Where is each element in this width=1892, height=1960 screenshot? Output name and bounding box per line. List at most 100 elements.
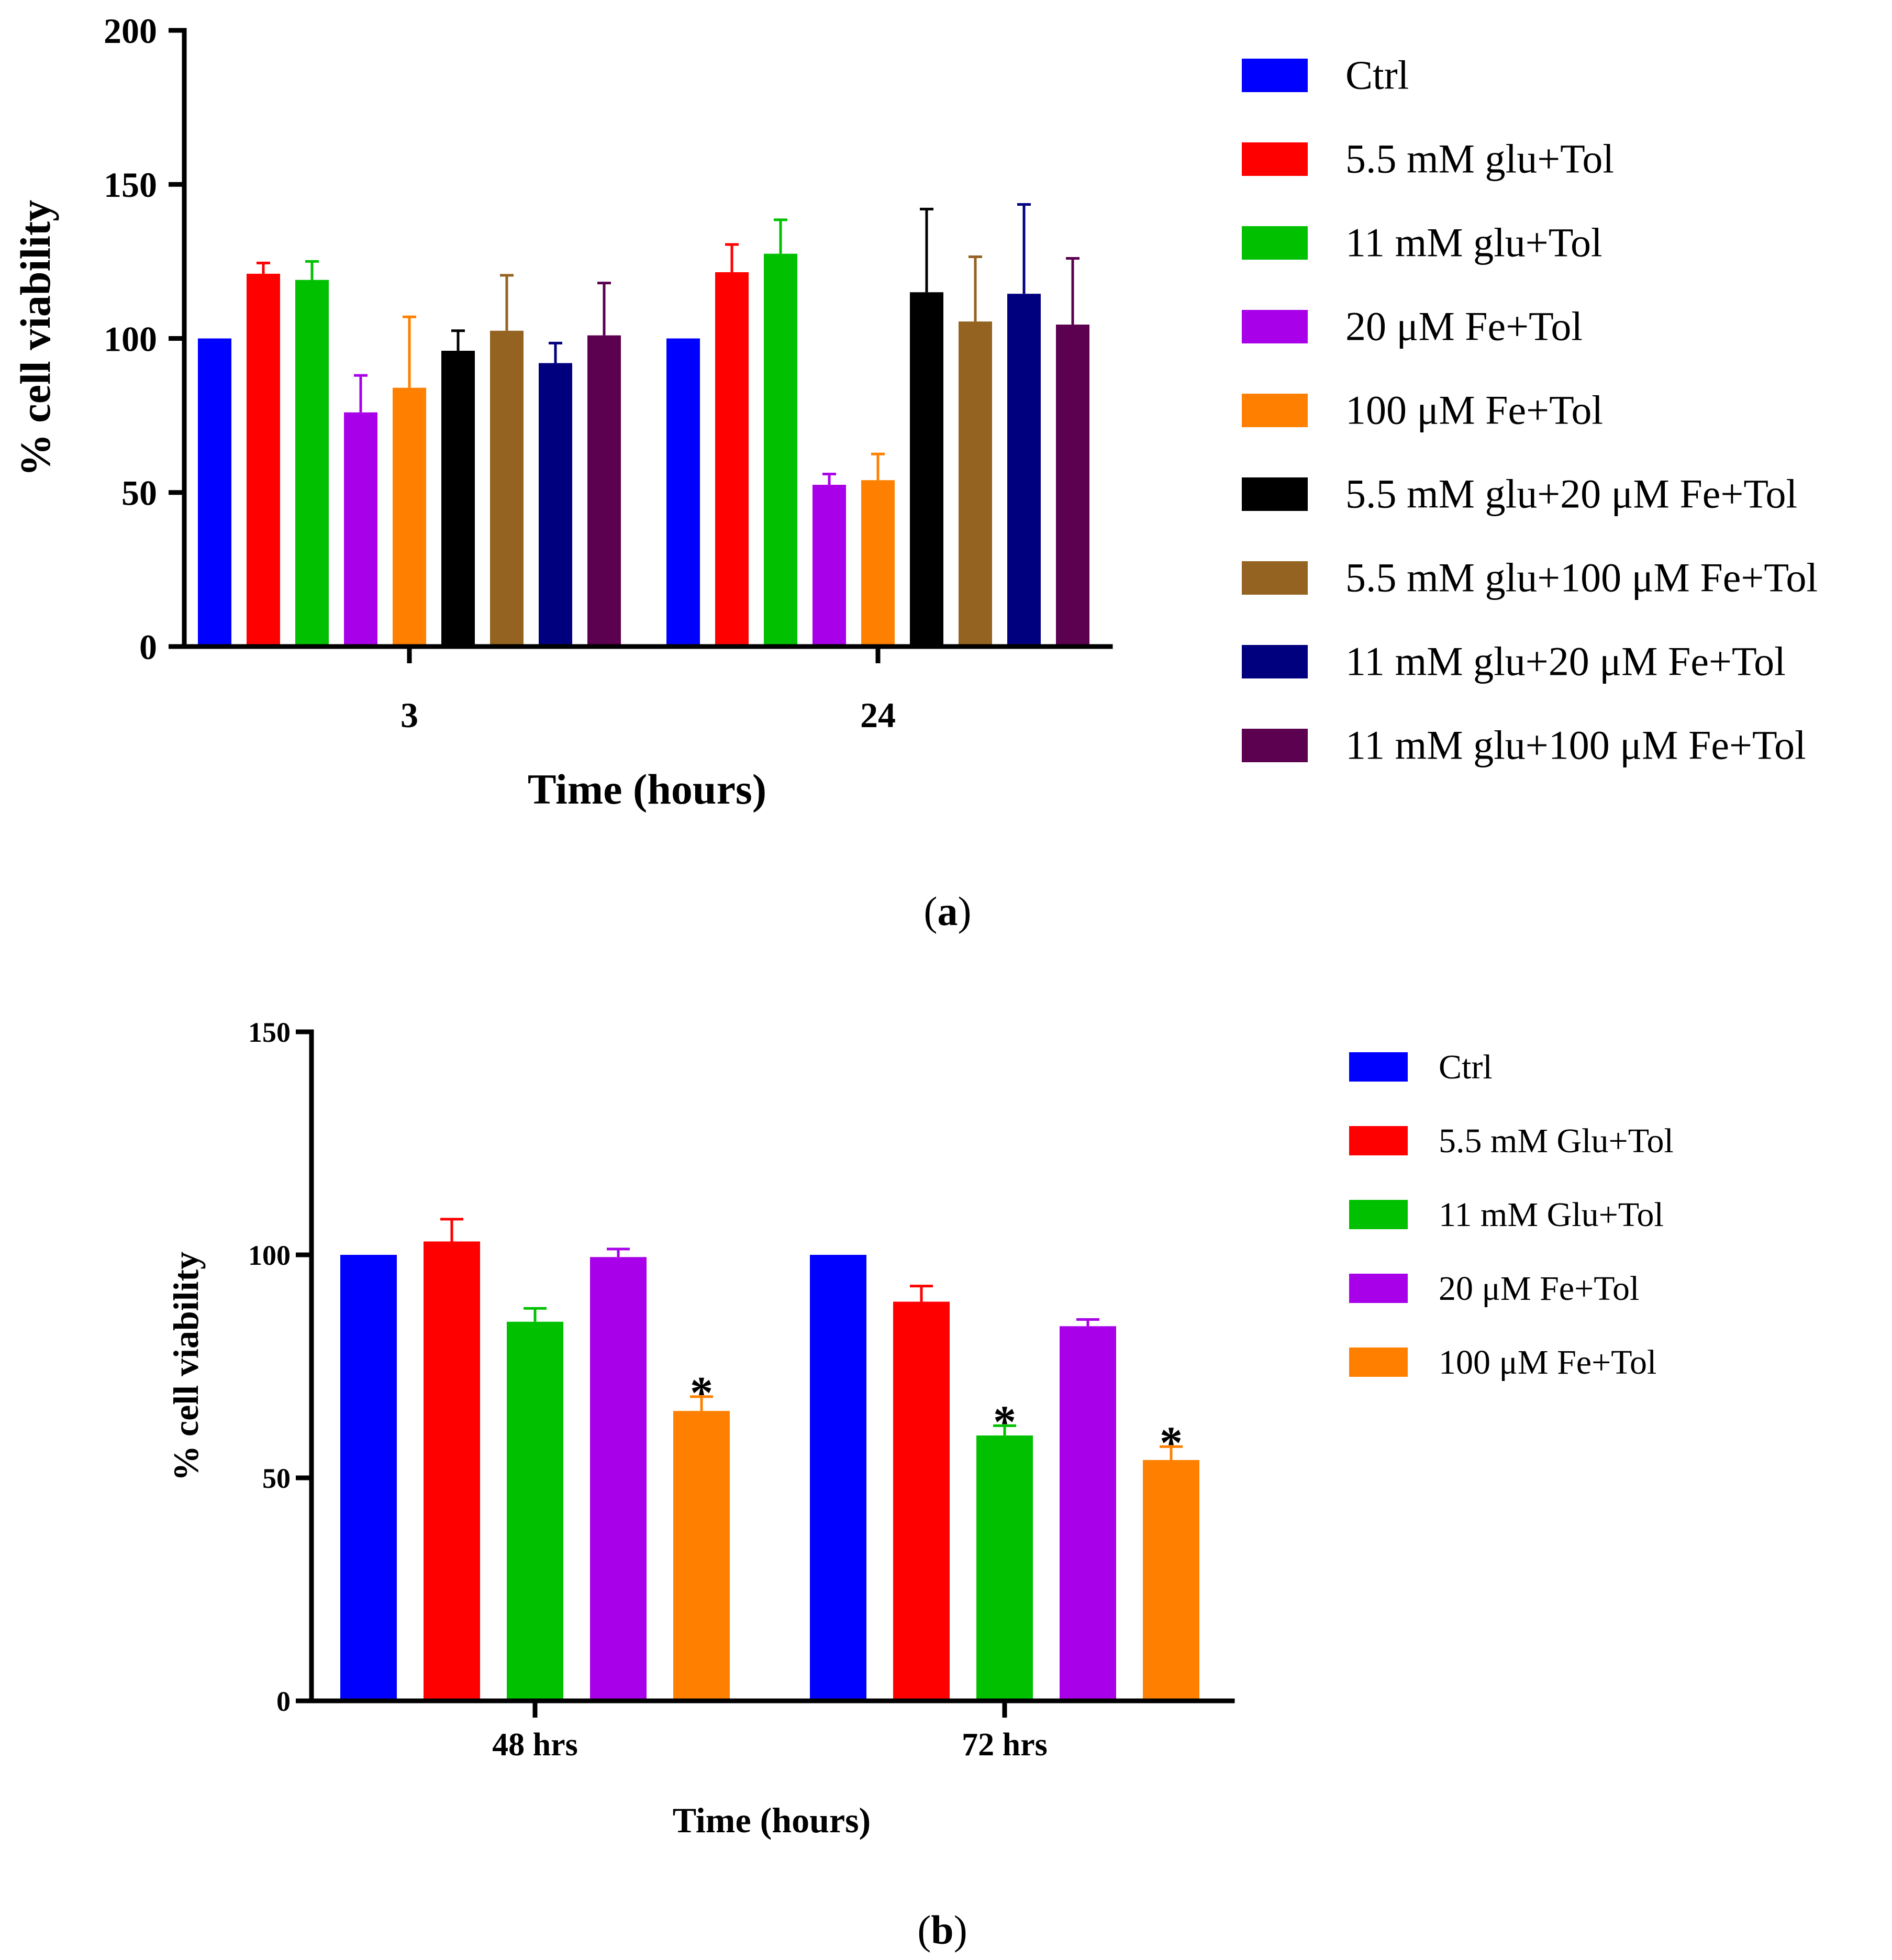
panel-a-error-bar-3-5-5-mm-glu-tol [257, 261, 270, 274]
panel-a-x-tick-label-24: 24 [860, 695, 896, 735]
panel-a-bar-3-11-mm-glu-20-um-fe-tol [539, 363, 572, 647]
panel-b-caption: (b) [917, 1907, 967, 1953]
panel-b-x-axis-title: Time (hours) [673, 1800, 871, 1840]
panel-a-error-bar-3-5-5-mm-glu-20-um-fe-tol [451, 329, 465, 351]
panel-a-bar-24-11-mm-glu-20-um-fe-tol [1007, 294, 1041, 647]
panel-a-bar-3-5-5-mm-glu-tol [247, 273, 280, 647]
panel-b-error-bar-72-hrs-100-um-fe-tol [1160, 1445, 1183, 1460]
panel-a-error-bar-24-11-mm-glu-100-um-fe-tol [1066, 257, 1079, 325]
panel-a-error-bar-24-11-mm-glu-20-um-fe-tol [1017, 203, 1031, 294]
panel-a-legend-item-5-5-mm-glu-tol: 5.5 mM glu+Tol [1242, 136, 1614, 182]
panel-a-legend-swatch [1242, 645, 1308, 678]
panel-a-legend-label: 11 mM glu+100 μM Fe+Tol [1345, 722, 1806, 768]
panel-a-y-tick-label: 100 [104, 319, 157, 359]
panel-a-caption: (a) [924, 888, 972, 934]
panel-a-chart: 0 50 100 150 200 3 24 Time (hours) % cell via… [12, 11, 1818, 934]
panel-a-error-bar-24-5-5-mm-glu-20-um-fe-tol [920, 207, 933, 293]
panel-a-legend-item-ctrl: Ctrl [1242, 52, 1409, 98]
panel-a-legend-label: 5.5 mM glu+20 μM Fe+Tol [1345, 471, 1797, 517]
panel-b-legend-swatch [1349, 1274, 1408, 1303]
panel-a-legend-swatch [1242, 561, 1308, 595]
panel-b-legend-item-11-mm-glu-tol: 11 mM Glu+Tol [1349, 1196, 1664, 1234]
panel-a-legend-label: 11 mM glu+Tol [1345, 220, 1602, 265]
panel-a-legend-item-11-mm-glu-100-um-fe-tol: 11 mM glu+100 μM Fe+Tol [1242, 722, 1806, 768]
panel-b-bar-48-hrs-100-um-fe-tol [673, 1411, 730, 1701]
panel-a-error-bar-3-20-um-fe-tol [354, 374, 368, 413]
panel-a-legend: Ctrl 5.5 mM glu+Tol 11 mM glu+Tol 20 μM Fe+… [1242, 52, 1818, 768]
panel-b-legend-item-100-um-fe-tol: 100 μM Fe+Tol [1349, 1343, 1656, 1382]
panel-a-error-bar-24-11-mm-glu-tol [774, 218, 787, 254]
panel-b-legend-label: 11 mM Glu+Tol [1439, 1196, 1664, 1234]
panel-a-bar-24-11-mm-glu-100-um-fe-tol [1056, 325, 1089, 647]
panel-b-error-bar-48-hrs-20-um-fe-tol [607, 1248, 630, 1257]
panel-b-y-axis-title: % cell viability [166, 1252, 206, 1481]
panel-b-x-ticks: 48 hrs 72 hrs [492, 1701, 1048, 1763]
panel-b-y-ticks: 0 50 100 150 [248, 1017, 311, 1717]
panel-a-bar-3-100-um-fe-tol [393, 387, 426, 647]
panel-b-legend-swatch [1349, 1052, 1408, 1082]
panel-b-legend-label: 5.5 mM Glu+Tol [1439, 1122, 1674, 1160]
panel-a-y-tick-label: 150 [104, 165, 157, 205]
panel-b-x-tick-label-48-hrs: 48 hrs [492, 1727, 578, 1763]
panel-a-bar-24-100-um-fe-tol [861, 480, 895, 647]
panel-b-error-bar-48-hrs-100-um-fe-tol [690, 1395, 713, 1411]
panel-a-legend-item-5-5-mm-glu-20-um-fe-tol: 5.5 mM glu+20 μM Fe+Tol [1242, 471, 1797, 517]
panel-a-error-bar-24-100-um-fe-tol [871, 452, 885, 481]
panel-a-legend-swatch [1242, 477, 1308, 511]
panel-a-error-bar-24-5-5-mm-glu-100-um-fe-tol [969, 255, 982, 322]
panel-b-legend-label: 100 μM Fe+Tol [1439, 1343, 1656, 1382]
panel-b-bar-72-hrs-11-mm-glu-tol [976, 1435, 1033, 1701]
panel-a-y-axis-title: % cell viability [12, 200, 59, 476]
panel-a-legend-label: 20 μM Fe+Tol [1345, 304, 1583, 349]
panel-a-error-bar-3-11-mm-glu-tol [305, 260, 319, 280]
panel-a-legend-label: 11 mM glu+20 μM Fe+Tol [1345, 639, 1786, 684]
panel-b-significance-star-72-hrs-11-mm-glu-tol: * [993, 1397, 1016, 1447]
panel-a-legend-label: 5.5 mM glu+Tol [1345, 136, 1614, 182]
panel-b-bar-48-hrs-11-mm-glu-tol [507, 1321, 563, 1701]
panel-b-error-bar-48-hrs-11-mm-glu-tol [524, 1307, 547, 1322]
panel-a-legend-swatch [1242, 59, 1308, 92]
panel-b-legend-swatch [1349, 1200, 1408, 1229]
panel-b-bar-48-hrs-ctrl [340, 1255, 397, 1701]
panel-b-legend-swatch [1349, 1126, 1408, 1155]
panel-a-error-bar-24-5-5-mm-glu-tol [725, 243, 739, 272]
panel-a-error-bar-3-11-mm-glu-20-um-fe-tol [549, 341, 562, 363]
panel-b-legend-item-20-um-fe-tol: 20 μM Fe+Tol [1349, 1269, 1639, 1308]
panel-b-y-tick-label: 50 [262, 1463, 291, 1494]
panel-a-bar-3-20-um-fe-tol [344, 412, 377, 647]
panel-a-bars [198, 253, 1089, 647]
panel-a-bar-3-11-mm-glu-tol [295, 280, 329, 647]
panel-b-legend-item-ctrl: Ctrl [1349, 1048, 1493, 1086]
panel-b-bar-72-hrs-ctrl [810, 1255, 866, 1701]
panel-a-bar-3-5-5-mm-glu-20-um-fe-tol [441, 351, 475, 647]
panel-b-y-tick-label: 0 [276, 1686, 291, 1717]
panel-a-x-ticks: 3 24 [400, 647, 896, 735]
panel-a-legend-swatch [1242, 142, 1308, 176]
panel-b-legend-item-5-5-mm-glu-tol: 5.5 mM Glu+Tol [1349, 1122, 1674, 1160]
panel-b-error-bar-48-hrs-5-5-mm-glu-tol [440, 1218, 463, 1242]
panel-a-legend-item-20-um-fe-tol: 20 μM Fe+Tol [1242, 304, 1583, 349]
panel-a-y-ticks: 0 50 100 150 200 [104, 11, 184, 667]
panel-a-error-bars [257, 203, 1079, 485]
panel-a-bar-24-ctrl [666, 338, 700, 647]
panel-b-bar-72-hrs-20-um-fe-tol [1060, 1326, 1116, 1701]
panel-a-error-bar-3-11-mm-glu-100-um-fe-tol [597, 282, 611, 336]
panel-a-bar-24-5-5-mm-glu-100-um-fe-tol [959, 321, 992, 647]
panel-a-bar-3-11-mm-glu-100-um-fe-tol [587, 335, 621, 647]
panel-a-legend-item-100-um-fe-tol: 100 μM Fe+Tol [1242, 387, 1603, 433]
panel-a-legend-label: Ctrl [1345, 52, 1409, 98]
panel-b-legend: Ctrl 5.5 mM Glu+Tol 11 mM Glu+Tol 20 μM Fe+… [1349, 1048, 1674, 1382]
panel-b-error-bar-72-hrs-11-mm-glu-tol [993, 1424, 1016, 1436]
panel-a-bar-3-ctrl [198, 338, 231, 647]
panel-a-bar-24-5-5-mm-glu-20-um-fe-tol [910, 292, 943, 647]
panel-a-y-tick-label: 50 [121, 473, 157, 513]
panel-b-y-tick-label: 150 [248, 1017, 291, 1048]
panel-a-bar-24-11-mm-glu-tol [764, 253, 797, 647]
panel-b-significance-star-72-hrs-100-um-fe-tol: * [1160, 1418, 1183, 1468]
panel-b-x-tick-label-72-hrs: 72 hrs [962, 1727, 1048, 1763]
panel-a-bar-24-5-5-mm-glu-tol [715, 272, 749, 647]
panel-a-bar-24-20-um-fe-tol [813, 485, 846, 647]
panel-a-legend-label: 100 μM Fe+Tol [1345, 387, 1603, 433]
panel-a-legend-item-11-mm-glu-20-um-fe-tol: 11 mM glu+20 μM Fe+Tol [1242, 639, 1786, 684]
